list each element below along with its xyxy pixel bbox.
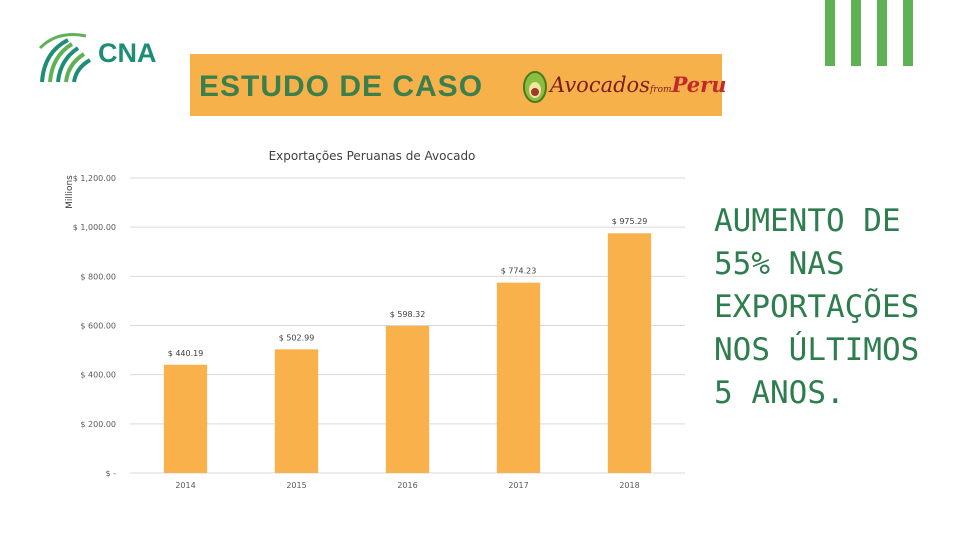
value-label: $ 774.23 <box>501 267 537 276</box>
x-tick-label: 2017 <box>508 481 528 490</box>
x-tick-label: 2015 <box>286 481 306 490</box>
y-tick-label: $ - <box>105 469 116 478</box>
bar-2014 <box>163 364 208 473</box>
bar-2018 <box>607 233 652 473</box>
brand-text: AvocadosfromPeru <box>550 72 727 97</box>
value-label: $ 502.99 <box>279 333 315 342</box>
growth-statement: AUMENTO DE 55% NAS EXPORTAÇÕES NOS ÚLTIM… <box>714 203 920 411</box>
units-label: Millions <box>65 175 75 209</box>
banner-title: ESTUDO DE CASO <box>199 70 484 103</box>
x-tick-label: 2018 <box>619 481 639 490</box>
cna-logo-text: CNA <box>98 38 157 68</box>
y-tick-label: $ 200.00 <box>80 420 116 429</box>
bar-2015 <box>274 349 319 473</box>
value-label: $ 440.19 <box>168 349 204 358</box>
avocados-from-peru-logo: AvocadosfromPeru <box>520 64 726 108</box>
y-tick-label: $ 400.00 <box>80 371 116 380</box>
case-study-banner: ESTUDO DE CASO AvocadosfromPeru <box>190 54 726 116</box>
cna-leaf-icon <box>38 33 92 83</box>
chart-title: Exportações Peruanas de Avocado <box>269 149 476 163</box>
y-tick-label: $ 1,200.00 <box>73 174 116 183</box>
x-tick-label: 2016 <box>397 481 417 490</box>
exports-bar-chart: Exportações Peruanas de Avocado Millions… <box>65 149 685 490</box>
cna-logo: CNA <box>38 30 168 88</box>
bar-2017 <box>496 282 541 473</box>
value-label: $ 975.29 <box>612 217 648 226</box>
value-label: $ 598.32 <box>390 310 426 319</box>
x-tick-label: 2014 <box>175 481 195 490</box>
y-tick-label: $ 1,000.00 <box>73 223 116 232</box>
avocado-icon <box>523 71 547 103</box>
bar-2016 <box>385 325 430 473</box>
decorative-stripes <box>825 0 915 66</box>
y-tick-label: $ 800.00 <box>80 272 116 281</box>
y-tick-label: $ 600.00 <box>80 322 116 331</box>
